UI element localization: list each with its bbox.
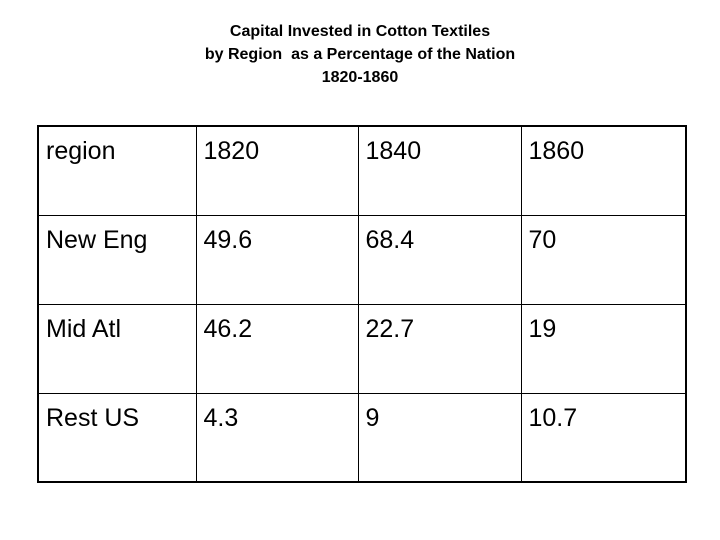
table-cell: 19	[520, 303, 687, 394]
table-cell: 68.4	[357, 214, 522, 305]
table-cell: New Eng	[37, 214, 197, 305]
title-line: Capital Invested in Cotton Textiles	[229, 23, 491, 40]
header-cell: 1840	[357, 125, 522, 216]
header-cell: 1820	[195, 125, 359, 216]
table-cell: 70	[520, 214, 687, 305]
table-cell: 22.7	[357, 303, 522, 394]
table-cell: Mid Atl	[37, 303, 197, 394]
table-cell: Rest US	[37, 392, 197, 483]
table-cell: 10.7	[520, 392, 687, 483]
data-table: region 1820 1840 1860 New Eng 49.6 68.4 70 Mid A…	[37, 125, 687, 483]
table-cell: 9	[357, 392, 522, 483]
table-cell: 4.3	[195, 392, 359, 483]
title-line: by Region as a Percentage of the Nation	[204, 46, 516, 63]
table-row: New Eng 49.6 68.4 70	[37, 214, 687, 305]
title: Capital Invested in Cotton Textiles by Re…	[0, 20, 720, 89]
header-cell: region	[37, 125, 197, 216]
header-cell: 1860	[520, 125, 687, 216]
header-row: region 1820 1840 1860	[37, 125, 687, 216]
table-row: Rest US 4.3 9 10.7	[37, 392, 687, 483]
title-line: 1820-1860	[321, 69, 399, 86]
table-cell: 49.6	[195, 214, 359, 305]
table-row: Mid Atl 46.2 22.7 19	[37, 303, 687, 394]
table-cell: 46.2	[195, 303, 359, 394]
